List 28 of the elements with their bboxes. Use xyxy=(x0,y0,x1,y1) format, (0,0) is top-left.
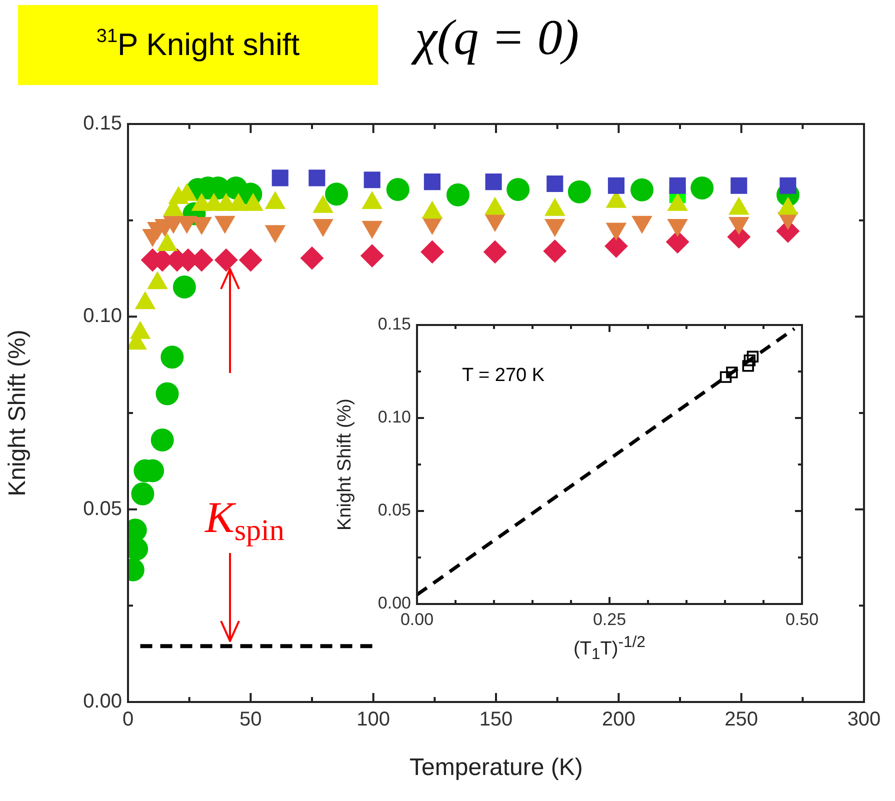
x-tick-label: 200 xyxy=(602,708,636,731)
y-axis-title: Knight Shift (%) xyxy=(4,330,32,496)
x-axis-title: (T$_{1}$T)$^{-1/2}$ xyxy=(574,634,646,664)
chart-title: $^{31}$P Knight shift xyxy=(18,5,378,85)
x-tick-label: 0.50 xyxy=(785,610,819,629)
x-tick-label: 150 xyxy=(479,708,513,731)
x-tick-label: 0 xyxy=(122,708,134,731)
x-tick-label: 300 xyxy=(847,708,881,731)
x-tick-label: 250 xyxy=(724,708,758,731)
y-tick-label: 0.10 xyxy=(83,305,122,328)
y-tick-label: 0.05 xyxy=(83,498,122,520)
point xyxy=(744,354,756,366)
point xyxy=(742,360,754,372)
point xyxy=(720,371,732,383)
y-tick-label: 0.00 xyxy=(83,690,122,713)
x-tick-label: 0.25 xyxy=(592,610,626,629)
annotation: T = 270 K xyxy=(462,365,545,387)
y-axis-title: Knight Shift (%) xyxy=(334,398,356,530)
x-axis-title: Temperature (K) xyxy=(410,754,583,782)
x-tick-label: 100 xyxy=(356,708,390,731)
annotation: K$_{spin}$ xyxy=(205,493,284,547)
point xyxy=(746,350,759,362)
y-tick-label: 0.15 xyxy=(83,112,122,135)
y-tick-label: 0.05 xyxy=(378,500,411,520)
point xyxy=(726,366,738,378)
x-tick-label: 50 xyxy=(240,708,262,731)
y-tick-label: 0.15 xyxy=(378,314,411,334)
y-tick-label: 0.10 xyxy=(378,408,411,427)
